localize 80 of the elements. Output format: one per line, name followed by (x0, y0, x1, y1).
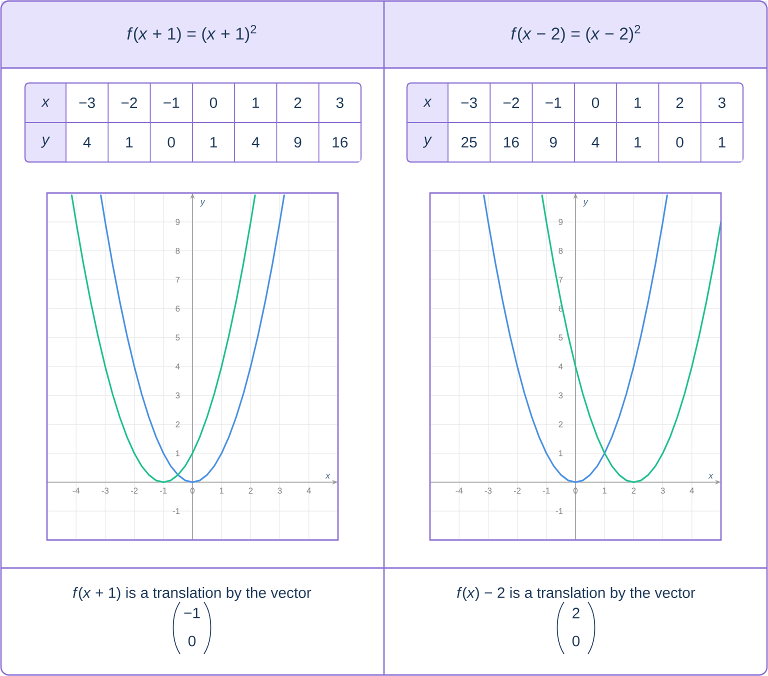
y-tick-label: -1 (172, 508, 180, 514)
text: f(x + 1) is a translation by the vector (73, 587, 312, 601)
y-tick-label: -1 (556, 508, 563, 514)
text: −1 (184, 608, 200, 618)
data-label: 0 (676, 136, 684, 148)
x-tick-label: 3 (336, 97, 344, 108)
y-axis-title: y (582, 200, 588, 207)
x-tick-label: 3 (718, 97, 726, 108)
line-series (70, 194, 256, 483)
x-tick-label: −1 (546, 98, 562, 108)
data-label: 4 (83, 137, 91, 148)
x-axis-title: x (41, 98, 50, 107)
x-tick-label: 2 (676, 98, 684, 108)
x-tick-label: 4 (690, 488, 694, 494)
chart-title: f(x − 2) = (x − 2)$^{2}$ (511, 24, 640, 43)
x-axis-title: x (325, 474, 330, 479)
text: f(x) − 2 is a translation by the vector (457, 587, 696, 601)
y-tick-label: 8 (176, 248, 180, 254)
x-tick-label: 4 (306, 488, 312, 494)
x-tick-label: 3 (660, 488, 665, 494)
x-tick-label: 0 (210, 97, 218, 108)
x-tick-label: -3 (484, 488, 492, 494)
y-tick-label: 5 (558, 334, 563, 341)
data-label: 16 (504, 136, 519, 148)
data-label: 25 (462, 136, 477, 148)
chart-title: f(x + 1) = (x + 1)$^{2}$ (127, 24, 256, 43)
y-tick-label: 8 (558, 248, 563, 254)
x-tick-label: −1 (164, 98, 180, 108)
data-label: 4 (252, 137, 260, 148)
x-tick-label: 1 (252, 98, 260, 108)
x-tick-label: -4 (456, 488, 463, 494)
data-label: 9 (294, 136, 302, 148)
data-label: 1 (718, 137, 726, 148)
data-label: 16 (332, 136, 348, 148)
x-tick-label: −2 (121, 98, 137, 108)
x-tick-label: -2 (130, 488, 138, 494)
y-tick-label: 9 (558, 218, 563, 225)
x-tick-label: 0 (592, 97, 600, 108)
text: 0 (572, 636, 580, 646)
x-tick-label: 1 (220, 488, 224, 494)
y-tick-label: 3 (558, 392, 563, 398)
y-tick-label: 1 (558, 450, 563, 456)
y-tick-label: 5 (176, 334, 180, 341)
y-tick-label: 4 (175, 364, 180, 370)
x-tick-label: -3 (102, 488, 109, 494)
x-tick-label: -2 (514, 488, 521, 494)
x-tick-label: -1 (543, 488, 550, 494)
x-axis-title: x (423, 98, 432, 107)
x-axis-title: x (708, 474, 714, 479)
line-series (541, 194, 721, 483)
data-label: 1 (634, 137, 642, 148)
y-tick-label: 3 (176, 392, 180, 398)
y-tick-label: 9 (176, 218, 180, 225)
y-tick-label: 1 (176, 450, 180, 456)
data-label: 1 (210, 137, 217, 148)
y-axis-title: y (200, 200, 206, 207)
y-tick-label: 2 (558, 421, 563, 428)
x-tick-label: −2 (503, 98, 519, 108)
y-tick-label: 6 (176, 306, 180, 312)
x-tick-label: 3 (278, 488, 282, 494)
y-tick-label: 4 (558, 364, 563, 370)
data-label: 1 (126, 137, 133, 148)
line-series (100, 194, 285, 483)
y-tick-label: 7 (558, 276, 563, 283)
text: 0 (188, 636, 196, 646)
x-tick-label: 2 (248, 488, 253, 494)
x-tick-label: -1 (160, 488, 167, 494)
x-tick-label: 2 (632, 488, 636, 494)
x-tick-label: -4 (72, 488, 80, 494)
y-tick-label: 2 (176, 421, 180, 428)
x-tick-label: −3 (461, 97, 477, 108)
data-label: 4 (592, 137, 600, 148)
x-tick-label: 2 (294, 98, 302, 108)
data-label: 0 (168, 136, 175, 148)
x-tick-label: 1 (634, 98, 642, 108)
x-tick-label: −3 (79, 97, 95, 108)
text: 2 (572, 608, 580, 618)
line-series (483, 194, 668, 483)
y-tick-label: 7 (176, 276, 180, 283)
x-tick-label: 1 (602, 488, 607, 494)
